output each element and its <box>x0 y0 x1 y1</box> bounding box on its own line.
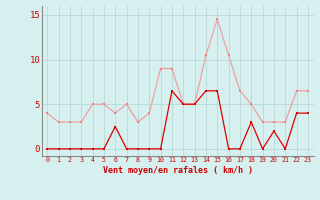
X-axis label: Vent moyen/en rafales ( km/h ): Vent moyen/en rafales ( km/h ) <box>103 166 252 175</box>
